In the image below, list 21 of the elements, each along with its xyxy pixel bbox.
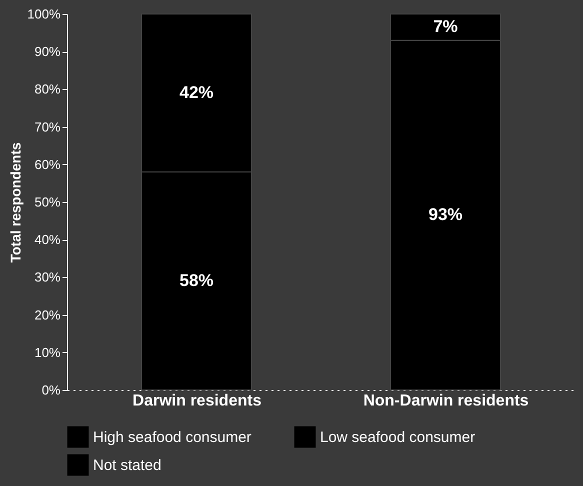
y-tick-label: 50% — [34, 194, 61, 210]
legend-label: Not stated — [93, 457, 162, 474]
x-tick-label: Non-Darwin residents — [363, 392, 529, 410]
y-tick-label: 70% — [34, 119, 61, 134]
text: 93% — [428, 205, 463, 224]
text: 42% — [179, 82, 214, 102]
y-tick-label: 40% — [34, 232, 61, 248]
y-tick-label: 60% — [34, 156, 61, 172]
legend-label: Low seafood consumer — [320, 429, 476, 446]
y-tick-label: 30% — [34, 270, 61, 285]
text: 7% — [433, 17, 458, 36]
y-tick-label: 90% — [34, 44, 61, 60]
legend-label: High seafood consumer — [93, 429, 252, 446]
y-axis-title: Total respondents — [7, 142, 24, 263]
y-tick-label: 10% — [34, 344, 61, 360]
text: 58% — [179, 270, 214, 290]
y-tick-label: 20% — [34, 307, 61, 322]
y-tick-label: 80% — [34, 82, 61, 97]
y-tick-label: 100% — [27, 6, 61, 22]
y-tick-label: 0% — [42, 382, 61, 398]
x-tick-label: Darwin residents — [132, 392, 262, 410]
